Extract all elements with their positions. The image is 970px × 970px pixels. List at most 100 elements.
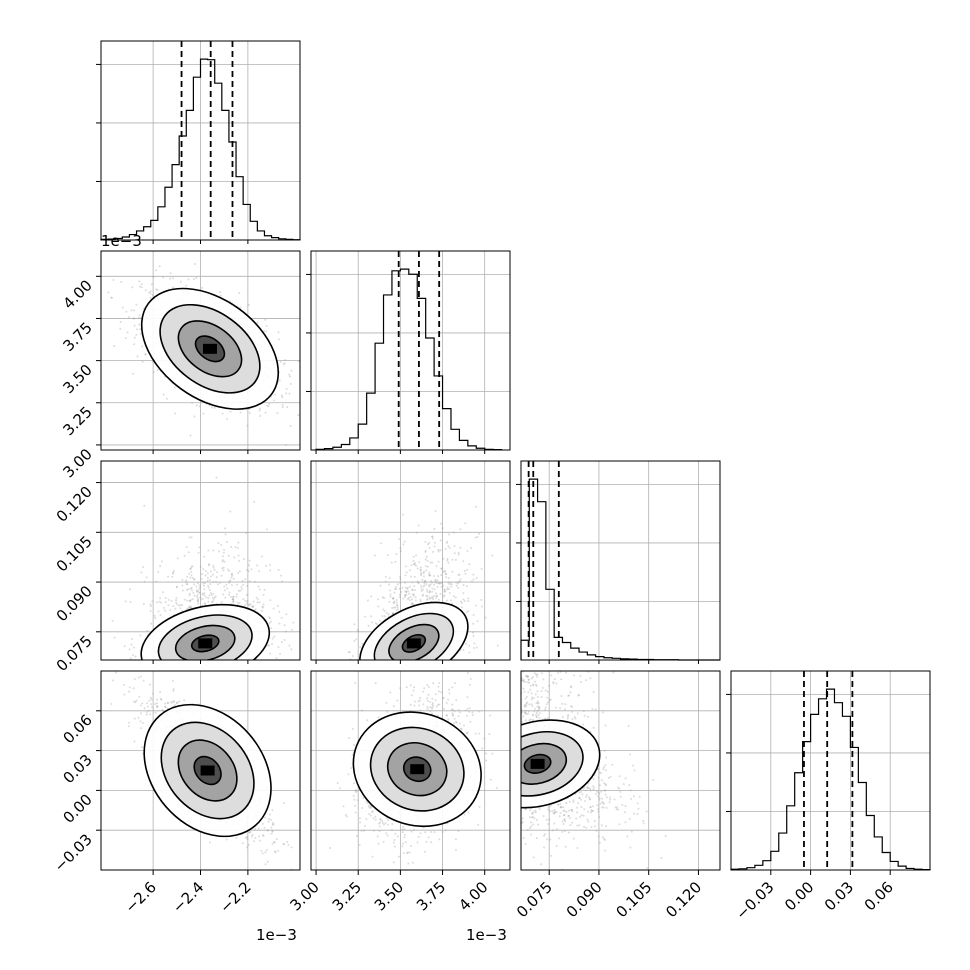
scatter-point xyxy=(381,596,384,599)
scatter-point xyxy=(423,673,425,675)
scatter-point xyxy=(434,676,436,678)
scatter-point xyxy=(362,690,364,692)
scatter-point xyxy=(149,296,152,299)
scatter-point xyxy=(408,592,411,595)
scatter-point xyxy=(227,667,229,669)
scatter-point xyxy=(402,688,404,690)
scatter-point xyxy=(193,667,195,669)
scatter-point xyxy=(213,406,216,409)
scatter-point xyxy=(223,527,226,530)
scatter-point xyxy=(447,588,450,591)
scatter-point xyxy=(409,575,412,578)
scatter-point xyxy=(402,543,405,546)
scatter-point xyxy=(442,557,445,560)
scatter-point xyxy=(173,386,176,389)
scatter-point xyxy=(441,527,444,530)
scatter-point xyxy=(224,668,226,670)
scatter-point xyxy=(445,542,448,545)
scatter-point xyxy=(281,406,284,409)
scatter-point xyxy=(142,683,144,685)
scatter-point xyxy=(189,567,192,570)
scatter-point xyxy=(380,672,382,674)
scatter-point xyxy=(170,680,172,682)
scatter-point xyxy=(387,668,389,670)
histogram-panel-2 xyxy=(516,460,721,661)
scatter-point xyxy=(353,639,356,642)
scatter-point xyxy=(190,565,193,568)
scatter-point xyxy=(161,591,164,594)
scatter-point xyxy=(475,604,478,607)
scatter-point xyxy=(202,584,205,587)
scatter-point xyxy=(476,536,479,539)
scatter-point xyxy=(405,673,407,675)
scatter-point xyxy=(124,337,127,340)
scatter-point xyxy=(155,288,158,291)
scatter-point xyxy=(443,590,446,593)
scatter-point xyxy=(206,579,209,582)
scatter-point xyxy=(265,528,268,531)
scatter-point xyxy=(466,550,469,553)
joint-panel-0-2 xyxy=(100,460,301,685)
scatter-point xyxy=(423,580,426,583)
scatter-point xyxy=(185,583,188,586)
scatter-point xyxy=(194,680,196,682)
scatter-point xyxy=(236,546,239,549)
scatter-point xyxy=(114,668,116,670)
scatter-point xyxy=(432,676,434,678)
scatter-point xyxy=(205,667,207,669)
scatter-point xyxy=(254,580,257,583)
scatter-point xyxy=(378,679,380,681)
scatter-point xyxy=(212,581,215,584)
scatter-point xyxy=(258,666,260,668)
scatter-point xyxy=(212,592,215,595)
scatter-point xyxy=(226,661,228,663)
scatter-point xyxy=(417,673,419,675)
scatter-point xyxy=(235,662,237,664)
scatter-point xyxy=(392,662,394,664)
scatter-point xyxy=(457,582,460,585)
scatter-point xyxy=(353,623,356,626)
scatter-point xyxy=(141,345,144,348)
scatter-point xyxy=(379,663,381,665)
scatter-point xyxy=(221,559,224,562)
scatter-point xyxy=(175,702,178,705)
scatter-point xyxy=(136,355,139,358)
scatter-point xyxy=(402,513,405,516)
scatter-point xyxy=(473,646,476,649)
scatter-point xyxy=(211,406,214,409)
scatter-point xyxy=(110,296,113,299)
scatter-point xyxy=(217,666,219,668)
scatter-point xyxy=(290,369,293,372)
scatter-point xyxy=(236,583,239,586)
scatter-point xyxy=(427,661,429,663)
scatter-point xyxy=(148,669,150,671)
scatter-point xyxy=(428,584,431,587)
scatter-point xyxy=(439,582,442,585)
scatter-point xyxy=(172,663,174,665)
scatter-point xyxy=(262,593,265,596)
scatter-point xyxy=(119,327,122,330)
scatter-point xyxy=(172,572,175,575)
scatter-point xyxy=(280,640,283,643)
scatter-point xyxy=(137,662,139,664)
scatter-point xyxy=(361,642,364,645)
scatter-point xyxy=(481,605,484,608)
scatter-point xyxy=(175,599,178,602)
scatter-point xyxy=(186,588,189,591)
scatter-point xyxy=(191,598,194,601)
scatter-point xyxy=(213,666,215,668)
scatter-point xyxy=(228,569,231,572)
scatter-point xyxy=(180,661,182,663)
scatter-point xyxy=(188,605,191,608)
scatter-point xyxy=(401,683,403,685)
scatter-point xyxy=(176,603,179,606)
scatter-point xyxy=(251,833,254,836)
scatter-point xyxy=(207,564,210,567)
scatter-point xyxy=(425,583,428,586)
scatter-point xyxy=(146,672,148,674)
scatter-point xyxy=(231,598,234,601)
scatter-point xyxy=(227,662,229,664)
scatter-point xyxy=(302,398,304,400)
scatter-point xyxy=(397,538,400,541)
scatter-point xyxy=(210,666,212,668)
